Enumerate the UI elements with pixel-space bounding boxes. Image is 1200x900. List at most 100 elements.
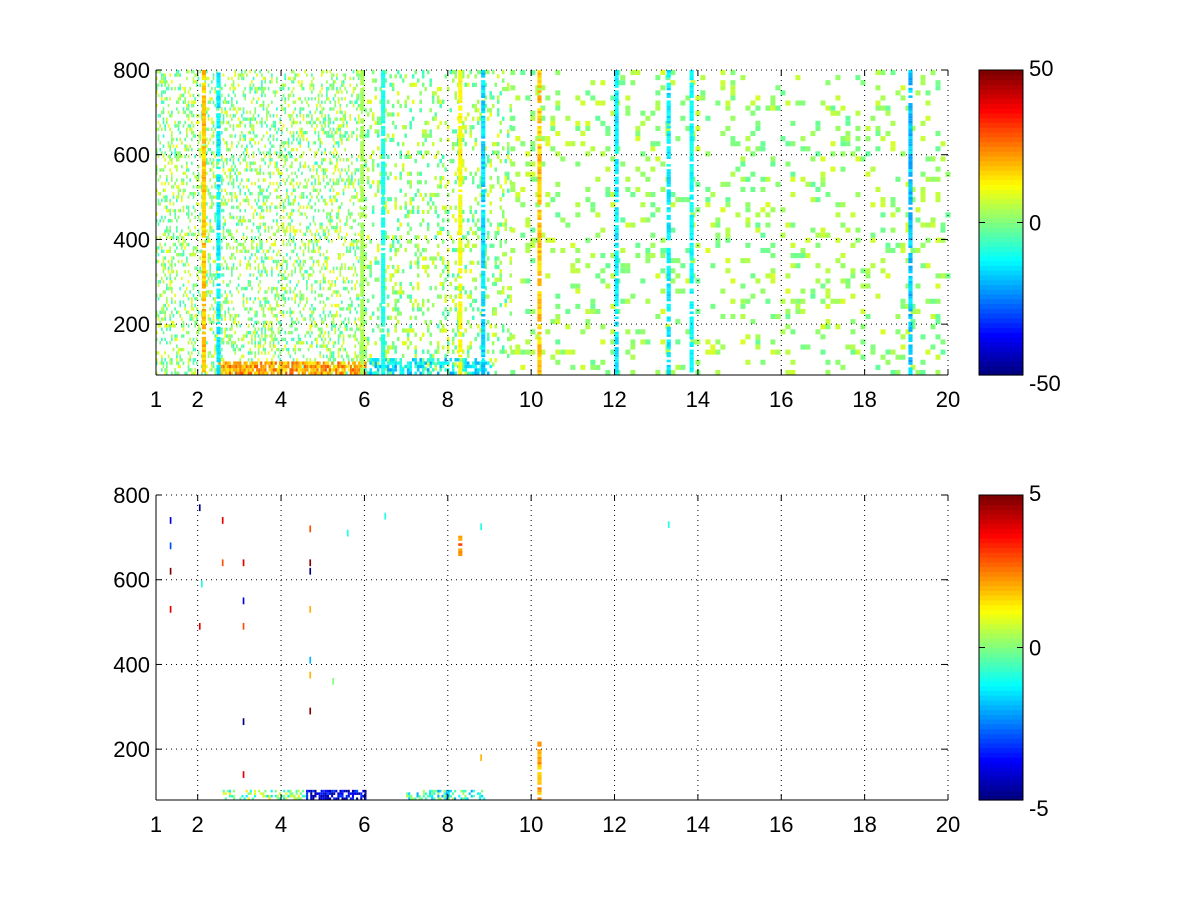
heatmap-cell bbox=[341, 330, 343, 335]
heatmap-cell bbox=[855, 75, 861, 81]
heatmap-cell bbox=[319, 314, 322, 318]
heatmap-cell bbox=[925, 298, 931, 304]
heatmap-cell bbox=[625, 186, 631, 192]
heatmap-cell bbox=[885, 105, 891, 111]
heatmap-cell bbox=[865, 125, 871, 131]
heatmap-cell bbox=[164, 215, 167, 220]
heatmap-cell bbox=[332, 358, 335, 362]
heatmap-cell bbox=[745, 217, 751, 223]
heatmap-cell bbox=[257, 334, 260, 338]
heatmap-cell bbox=[209, 219, 212, 223]
heatmap-cell bbox=[299, 97, 302, 101]
heatmap-cell bbox=[229, 107, 232, 111]
heatmap-cell bbox=[910, 197, 916, 203]
heatmap-cell bbox=[237, 185, 240, 189]
heatmap-cell bbox=[357, 293, 360, 298]
heatmap-cell bbox=[419, 91, 422, 96]
heatmap-cell bbox=[289, 154, 292, 159]
heatmap-cell bbox=[276, 263, 278, 267]
heatmap-cell bbox=[510, 186, 516, 192]
heatmap-cell bbox=[222, 222, 225, 226]
heatmap-cell bbox=[486, 230, 490, 236]
heatmap-cell bbox=[157, 317, 160, 321]
heatmap-cell bbox=[700, 95, 706, 101]
heatmap-cell bbox=[346, 276, 348, 281]
heatmap-cell bbox=[191, 114, 193, 118]
heatmap-cell bbox=[272, 242, 275, 247]
heatmap-cell bbox=[184, 120, 187, 125]
heatmap-cell bbox=[436, 324, 440, 329]
heatmap-cell bbox=[357, 103, 360, 108]
heatmap-cell bbox=[231, 141, 233, 145]
heatmap-cell bbox=[331, 293, 333, 298]
heatmap-cell bbox=[322, 307, 325, 311]
heatmap-cell bbox=[292, 310, 295, 314]
heatmap-cell bbox=[254, 181, 257, 186]
heatmap-cell bbox=[182, 347, 185, 352]
heatmap-cell bbox=[169, 317, 172, 321]
heatmap-cell bbox=[469, 260, 472, 265]
heatmap-cell bbox=[197, 114, 200, 118]
heatmap-cell bbox=[277, 195, 280, 199]
heatmap-cell bbox=[194, 266, 197, 270]
heatmap-cell bbox=[750, 151, 756, 157]
heatmap-cell bbox=[226, 246, 228, 250]
heatmap-cell bbox=[271, 320, 273, 325]
heatmap-cell bbox=[825, 319, 831, 325]
heatmap-cell bbox=[261, 307, 263, 311]
heatmap-cell bbox=[241, 219, 243, 223]
heatmap-cell bbox=[424, 120, 427, 126]
heatmap-cell bbox=[214, 273, 217, 277]
heatmap-cell bbox=[342, 347, 345, 352]
heatmap-cell bbox=[207, 117, 210, 121]
heatmap-cell bbox=[242, 151, 245, 155]
heatmap-cell bbox=[177, 124, 180, 128]
heatmap-cell bbox=[242, 215, 245, 220]
heatmap-cell bbox=[346, 371, 348, 375]
heatmap-cell bbox=[242, 334, 245, 338]
heatmap-cell bbox=[805, 253, 811, 259]
heatmap-cell bbox=[650, 212, 656, 218]
heatmap-cell bbox=[171, 371, 173, 375]
heatmap-cell bbox=[322, 168, 325, 172]
heatmap-cell bbox=[161, 181, 163, 186]
heatmap-cell bbox=[194, 225, 197, 230]
heatmap-cell bbox=[354, 351, 357, 355]
heatmap-cell bbox=[167, 154, 170, 159]
heatmap-cell bbox=[394, 201, 397, 206]
heatmap-cell bbox=[820, 324, 826, 330]
heatmap-cell bbox=[730, 141, 736, 147]
heatmap-cell bbox=[336, 310, 338, 314]
heatmap-cell bbox=[655, 156, 661, 162]
heatmap-cell bbox=[461, 158, 465, 164]
heatmap-cell bbox=[311, 266, 313, 270]
heatmap-cell bbox=[640, 217, 646, 223]
heatmap-cell bbox=[176, 185, 178, 189]
heatmap-cell bbox=[344, 324, 347, 328]
heatmap-cell bbox=[157, 314, 160, 318]
heatmap-cell bbox=[466, 230, 470, 236]
heatmap-cell bbox=[269, 80, 272, 84]
heatmap-cell bbox=[860, 268, 866, 274]
heatmap-cell bbox=[645, 258, 651, 264]
heatmap-cell bbox=[401, 328, 405, 333]
heatmap-cell bbox=[239, 137, 242, 142]
heatmap-cell bbox=[266, 300, 268, 304]
heatmap-cell bbox=[635, 166, 641, 172]
heatmap-cell bbox=[461, 209, 465, 215]
heatmap-cell bbox=[236, 144, 238, 148]
heatmap-cell bbox=[262, 151, 265, 155]
heatmap-cell bbox=[292, 188, 295, 192]
heatmap-cell bbox=[419, 108, 422, 113]
heatmap-cell bbox=[324, 344, 327, 348]
heatmap-cell bbox=[461, 332, 465, 337]
heatmap-cell bbox=[499, 158, 502, 164]
heatmap-cell bbox=[242, 134, 245, 138]
heatmap-cell bbox=[257, 344, 260, 348]
heatmap-cell bbox=[286, 276, 288, 281]
heatmap-cell bbox=[339, 307, 342, 311]
heatmap-cell bbox=[219, 86, 222, 91]
heatmap-cell bbox=[321, 70, 323, 74]
heatmap-cell bbox=[910, 319, 916, 325]
heatmap-cell bbox=[207, 161, 210, 165]
